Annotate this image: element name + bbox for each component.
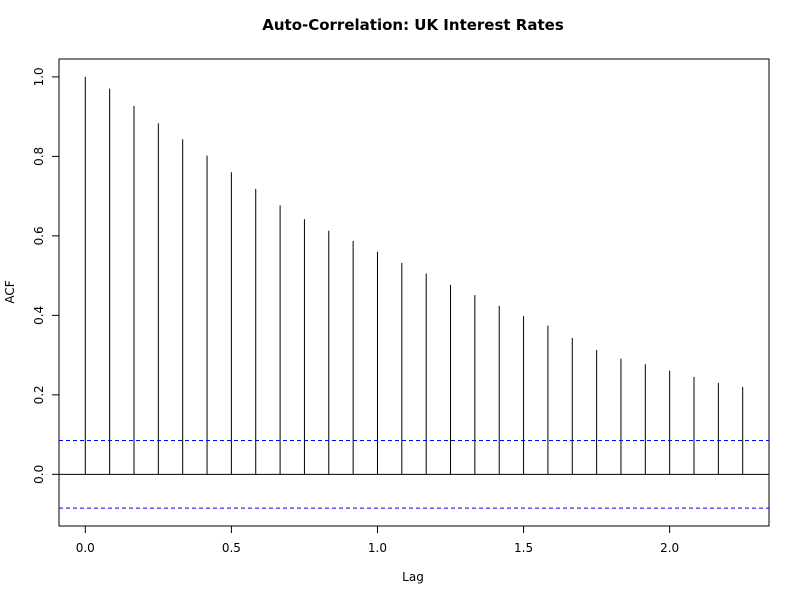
x-tick-label: 1.5 — [514, 541, 533, 555]
plot-frame — [58, 58, 770, 527]
y-tick-label: 0.4 — [32, 306, 46, 325]
acf-bars — [59, 76, 769, 475]
x-tick-label: 1.0 — [368, 541, 387, 555]
y-tick-label: 0.0 — [32, 465, 46, 484]
y-tick-label: 1.0 — [32, 67, 46, 86]
x-axis-label: Lag — [402, 570, 424, 584]
y-tick-label: 0.8 — [32, 147, 46, 166]
y-axis: 0.0 0.2 0.4 0.6 0.8 1.0 — [32, 67, 60, 484]
chart-title: Auto-Correlation: UK Interest Rates — [262, 16, 564, 34]
x-tick-label: 0.0 — [76, 541, 95, 555]
confidence-bounds — [59, 440, 769, 509]
y-tick-label: 0.2 — [32, 385, 46, 404]
x-tick-label: 0.5 — [222, 541, 241, 555]
y-tick-label: 0.6 — [32, 226, 46, 245]
y-axis-label: ACF — [3, 280, 17, 303]
x-axis: 0.0 0.5 1.0 1.5 2.0 — [76, 525, 679, 555]
x-tick-label: 2.0 — [660, 541, 679, 555]
